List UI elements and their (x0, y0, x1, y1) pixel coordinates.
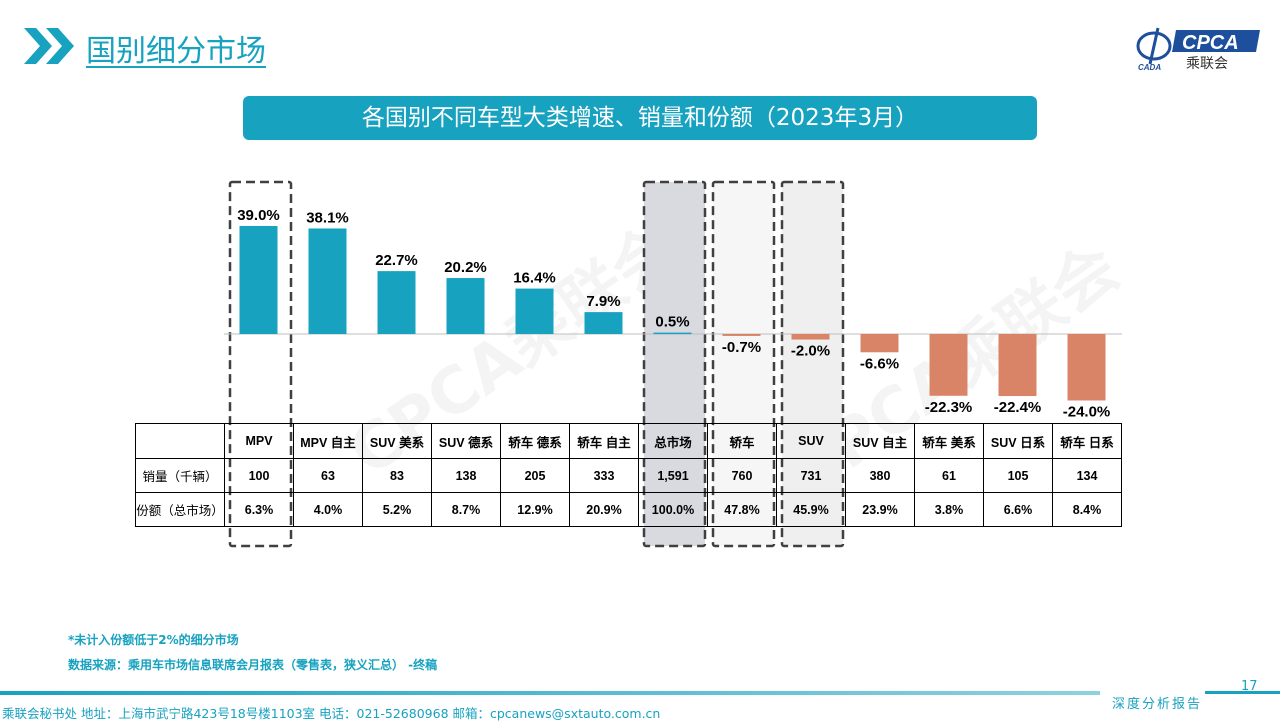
svg-text:CPCA: CPCA (1182, 32, 1239, 54)
table-cell: 100.0% (638, 492, 708, 527)
data-source: 数据来源：乘用车市场信息联席会月报表（零售表，狭义汇总） -终稿 (68, 658, 438, 672)
table-cell: 380 (845, 458, 915, 493)
svg-text:CADA: CADA (1138, 63, 1161, 72)
table-cell: 138 (431, 458, 501, 493)
page-number: 17 (1241, 679, 1258, 694)
column-header: SUV 日系 (983, 423, 1053, 459)
column-header: 轿车 (707, 423, 777, 459)
svg-text:乘联会: 乘联会 (1186, 56, 1228, 72)
bar (722, 334, 761, 336)
table-cell: 63 (293, 458, 363, 493)
data-label: -2.0% (791, 343, 830, 360)
table-cell: 760 (707, 458, 777, 493)
table-cell: 134 (1052, 458, 1122, 493)
column-header: 总市场 (638, 423, 708, 459)
table-corner (135, 423, 225, 459)
table-cell: 1,591 (638, 458, 708, 493)
chart-title-banner: 各国别不同车型大类增速、销量和份额（2023年3月） (243, 96, 1037, 140)
column-header: 轿车 美系 (914, 423, 984, 459)
footnote: *未计入份额低于2%的细分市场 (68, 633, 239, 647)
bar (929, 334, 968, 396)
table-cell: 205 (500, 458, 570, 493)
data-label: 38.1% (306, 209, 349, 226)
footer-address: 乘联会秘书处 地址：上海市武宁路423号18号楼1103室 电话：021-526… (2, 706, 661, 721)
data-label: 16.4% (513, 270, 556, 287)
table-cell: 731 (776, 458, 846, 493)
table-cell: 47.8% (707, 492, 777, 527)
bar (1067, 334, 1106, 401)
footer-report-label: 深度分析报告 (1112, 697, 1203, 712)
table-cell: 333 (569, 458, 639, 493)
data-label: 20.2% (444, 259, 487, 276)
page-title: 国别细分市场 (86, 34, 266, 69)
highlight-box (228, 180, 293, 548)
data-table: MPV MPV 自主 SUV 美系 SUV 德系 轿车 德系 轿车 自主 总市场 轿车 SUV S… (135, 423, 1122, 527)
table-cell: 5.2% (362, 492, 432, 527)
bar (308, 228, 347, 334)
table-cell: 61 (914, 458, 984, 493)
table-cell: 105 (983, 458, 1053, 493)
row-label: 销量（千辆） (135, 458, 225, 493)
bar (584, 312, 623, 334)
data-label: -6.6% (860, 355, 899, 372)
data-label: -24.0% (1063, 403, 1111, 420)
column-header: SUV 德系 (431, 423, 501, 459)
column-header: 轿车 日系 (1052, 423, 1122, 459)
bar (515, 288, 554, 334)
column-header: MPV (224, 423, 294, 459)
table-cell: 12.9% (500, 492, 570, 527)
table-cell: 100 (224, 458, 294, 493)
table-cell: 83 (362, 458, 432, 493)
data-label: -22.4% (994, 399, 1042, 416)
data-label: 39.0% (237, 207, 280, 224)
table-cell: 6.3% (224, 492, 294, 527)
data-label: 7.9% (586, 293, 620, 310)
column-header: 轿车 德系 (500, 423, 570, 459)
bar (860, 334, 899, 353)
bar (239, 225, 278, 334)
footer-divider (1205, 691, 1280, 694)
bar (791, 334, 830, 340)
footer-divider (0, 691, 1100, 695)
column-header: MPV 自主 (293, 423, 363, 459)
data-label: -0.7% (722, 339, 761, 356)
bar (998, 334, 1037, 397)
column-header: SUV 美系 (362, 423, 432, 459)
table-cell: 20.9% (569, 492, 639, 527)
column-header: SUV 自主 (845, 423, 915, 459)
table-cell: 3.8% (914, 492, 984, 527)
data-label: 0.5% (655, 314, 689, 331)
cpca-logo: CADA CPCA 乘联会 (1136, 27, 1260, 72)
column-header: 轿车 自主 (569, 423, 639, 459)
bar (377, 271, 416, 334)
row-label: 份额（总市场） (135, 492, 225, 527)
table-cell: 8.7% (431, 492, 501, 527)
bar (653, 332, 692, 335)
table-cell: 23.9% (845, 492, 915, 527)
bar (446, 278, 485, 334)
table-cell: 8.4% (1052, 492, 1122, 527)
column-header: SUV (776, 423, 846, 459)
table-cell: 45.9% (776, 492, 846, 527)
data-label: -22.3% (925, 399, 973, 416)
table-cell: 6.6% (983, 492, 1053, 527)
double-chevron-right-icon (24, 28, 74, 64)
table-cell: 4.0% (293, 492, 363, 527)
data-label: 22.7% (375, 252, 418, 269)
